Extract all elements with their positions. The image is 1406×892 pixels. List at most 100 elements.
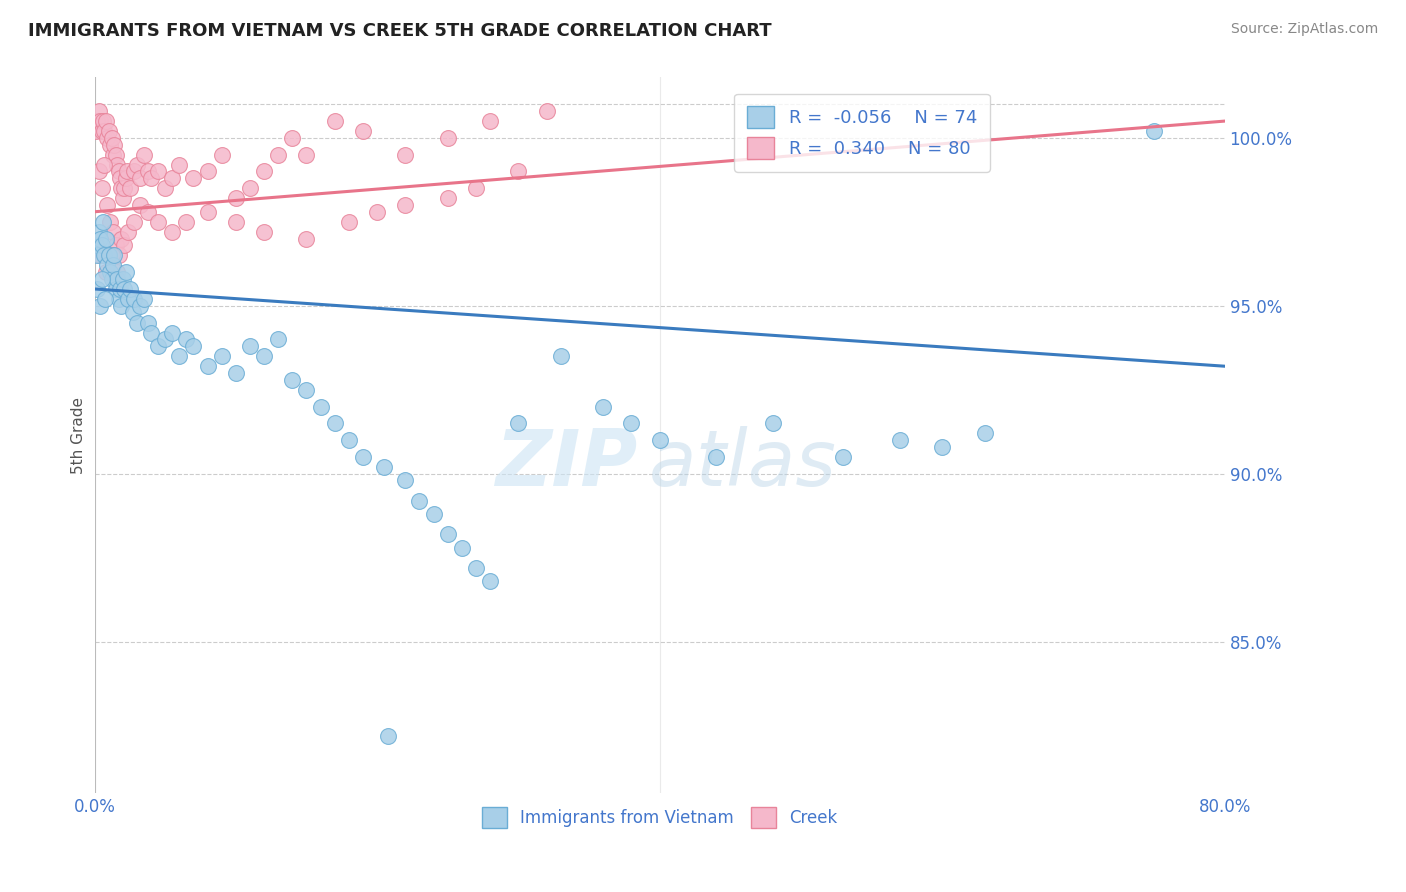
Point bbox=[436, 527, 458, 541]
Point bbox=[197, 204, 219, 219]
Point bbox=[162, 225, 184, 239]
Point bbox=[762, 417, 785, 431]
Point bbox=[125, 158, 148, 172]
Point bbox=[98, 137, 121, 152]
Point bbox=[100, 131, 122, 145]
Point bbox=[90, 124, 112, 138]
Point bbox=[281, 131, 304, 145]
Point bbox=[377, 729, 399, 743]
Point bbox=[86, 114, 108, 128]
Point bbox=[107, 248, 129, 262]
Point bbox=[479, 114, 502, 128]
Text: ZIP: ZIP bbox=[495, 425, 637, 501]
Point bbox=[118, 282, 141, 296]
Point bbox=[295, 383, 318, 397]
Point bbox=[136, 164, 159, 178]
Point bbox=[253, 225, 276, 239]
Point bbox=[94, 232, 117, 246]
Point bbox=[139, 171, 162, 186]
Point bbox=[183, 171, 205, 186]
Point bbox=[100, 248, 122, 262]
Point bbox=[373, 459, 395, 474]
Point bbox=[110, 299, 132, 313]
Point bbox=[96, 131, 118, 145]
Point bbox=[87, 164, 110, 178]
Point bbox=[94, 292, 117, 306]
Point bbox=[352, 124, 374, 138]
Point bbox=[93, 124, 115, 138]
Point bbox=[465, 181, 488, 195]
Point bbox=[128, 171, 150, 186]
Point bbox=[225, 366, 247, 380]
Point bbox=[211, 147, 233, 161]
Point bbox=[536, 103, 558, 118]
Point bbox=[100, 272, 122, 286]
Point bbox=[323, 114, 346, 128]
Point bbox=[465, 560, 488, 574]
Point bbox=[101, 225, 124, 239]
Point bbox=[90, 181, 112, 195]
Point bbox=[648, 433, 671, 447]
Point bbox=[91, 114, 114, 128]
Point bbox=[94, 265, 117, 279]
Point bbox=[94, 114, 117, 128]
Point bbox=[105, 158, 128, 172]
Point bbox=[309, 400, 332, 414]
Point bbox=[84, 124, 107, 138]
Point bbox=[112, 282, 135, 296]
Point bbox=[973, 426, 995, 441]
Point bbox=[394, 474, 416, 488]
Point bbox=[592, 400, 614, 414]
Point bbox=[112, 181, 135, 195]
Point bbox=[422, 507, 444, 521]
Point bbox=[197, 359, 219, 374]
Point bbox=[86, 282, 108, 296]
Point bbox=[86, 248, 108, 262]
Point bbox=[146, 215, 169, 229]
Point bbox=[155, 332, 177, 346]
Point bbox=[122, 164, 145, 178]
Point bbox=[114, 171, 136, 186]
Point bbox=[889, 433, 911, 447]
Point bbox=[394, 147, 416, 161]
Point bbox=[128, 198, 150, 212]
Point bbox=[450, 541, 472, 555]
Point bbox=[239, 339, 262, 353]
Point bbox=[104, 238, 127, 252]
Point bbox=[620, 417, 643, 431]
Point bbox=[239, 181, 262, 195]
Point bbox=[111, 272, 134, 286]
Point bbox=[96, 259, 118, 273]
Point bbox=[118, 181, 141, 195]
Point bbox=[104, 282, 127, 296]
Point bbox=[225, 215, 247, 229]
Point bbox=[176, 215, 198, 229]
Point bbox=[117, 225, 139, 239]
Point bbox=[122, 215, 145, 229]
Point bbox=[139, 326, 162, 340]
Point bbox=[169, 158, 191, 172]
Point bbox=[128, 299, 150, 313]
Point bbox=[98, 265, 121, 279]
Point bbox=[132, 147, 155, 161]
Point bbox=[90, 238, 112, 252]
Point bbox=[183, 339, 205, 353]
Point bbox=[146, 339, 169, 353]
Point bbox=[97, 248, 120, 262]
Point bbox=[89, 114, 111, 128]
Point bbox=[295, 232, 318, 246]
Point bbox=[1143, 124, 1166, 138]
Y-axis label: 5th Grade: 5th Grade bbox=[72, 397, 86, 474]
Point bbox=[87, 103, 110, 118]
Point bbox=[108, 171, 131, 186]
Point bbox=[136, 316, 159, 330]
Point bbox=[162, 326, 184, 340]
Text: atlas: atlas bbox=[648, 425, 837, 501]
Point bbox=[91, 215, 114, 229]
Point bbox=[105, 265, 128, 279]
Point bbox=[323, 417, 346, 431]
Point bbox=[84, 238, 107, 252]
Point bbox=[550, 349, 572, 363]
Point bbox=[366, 204, 388, 219]
Point bbox=[253, 349, 276, 363]
